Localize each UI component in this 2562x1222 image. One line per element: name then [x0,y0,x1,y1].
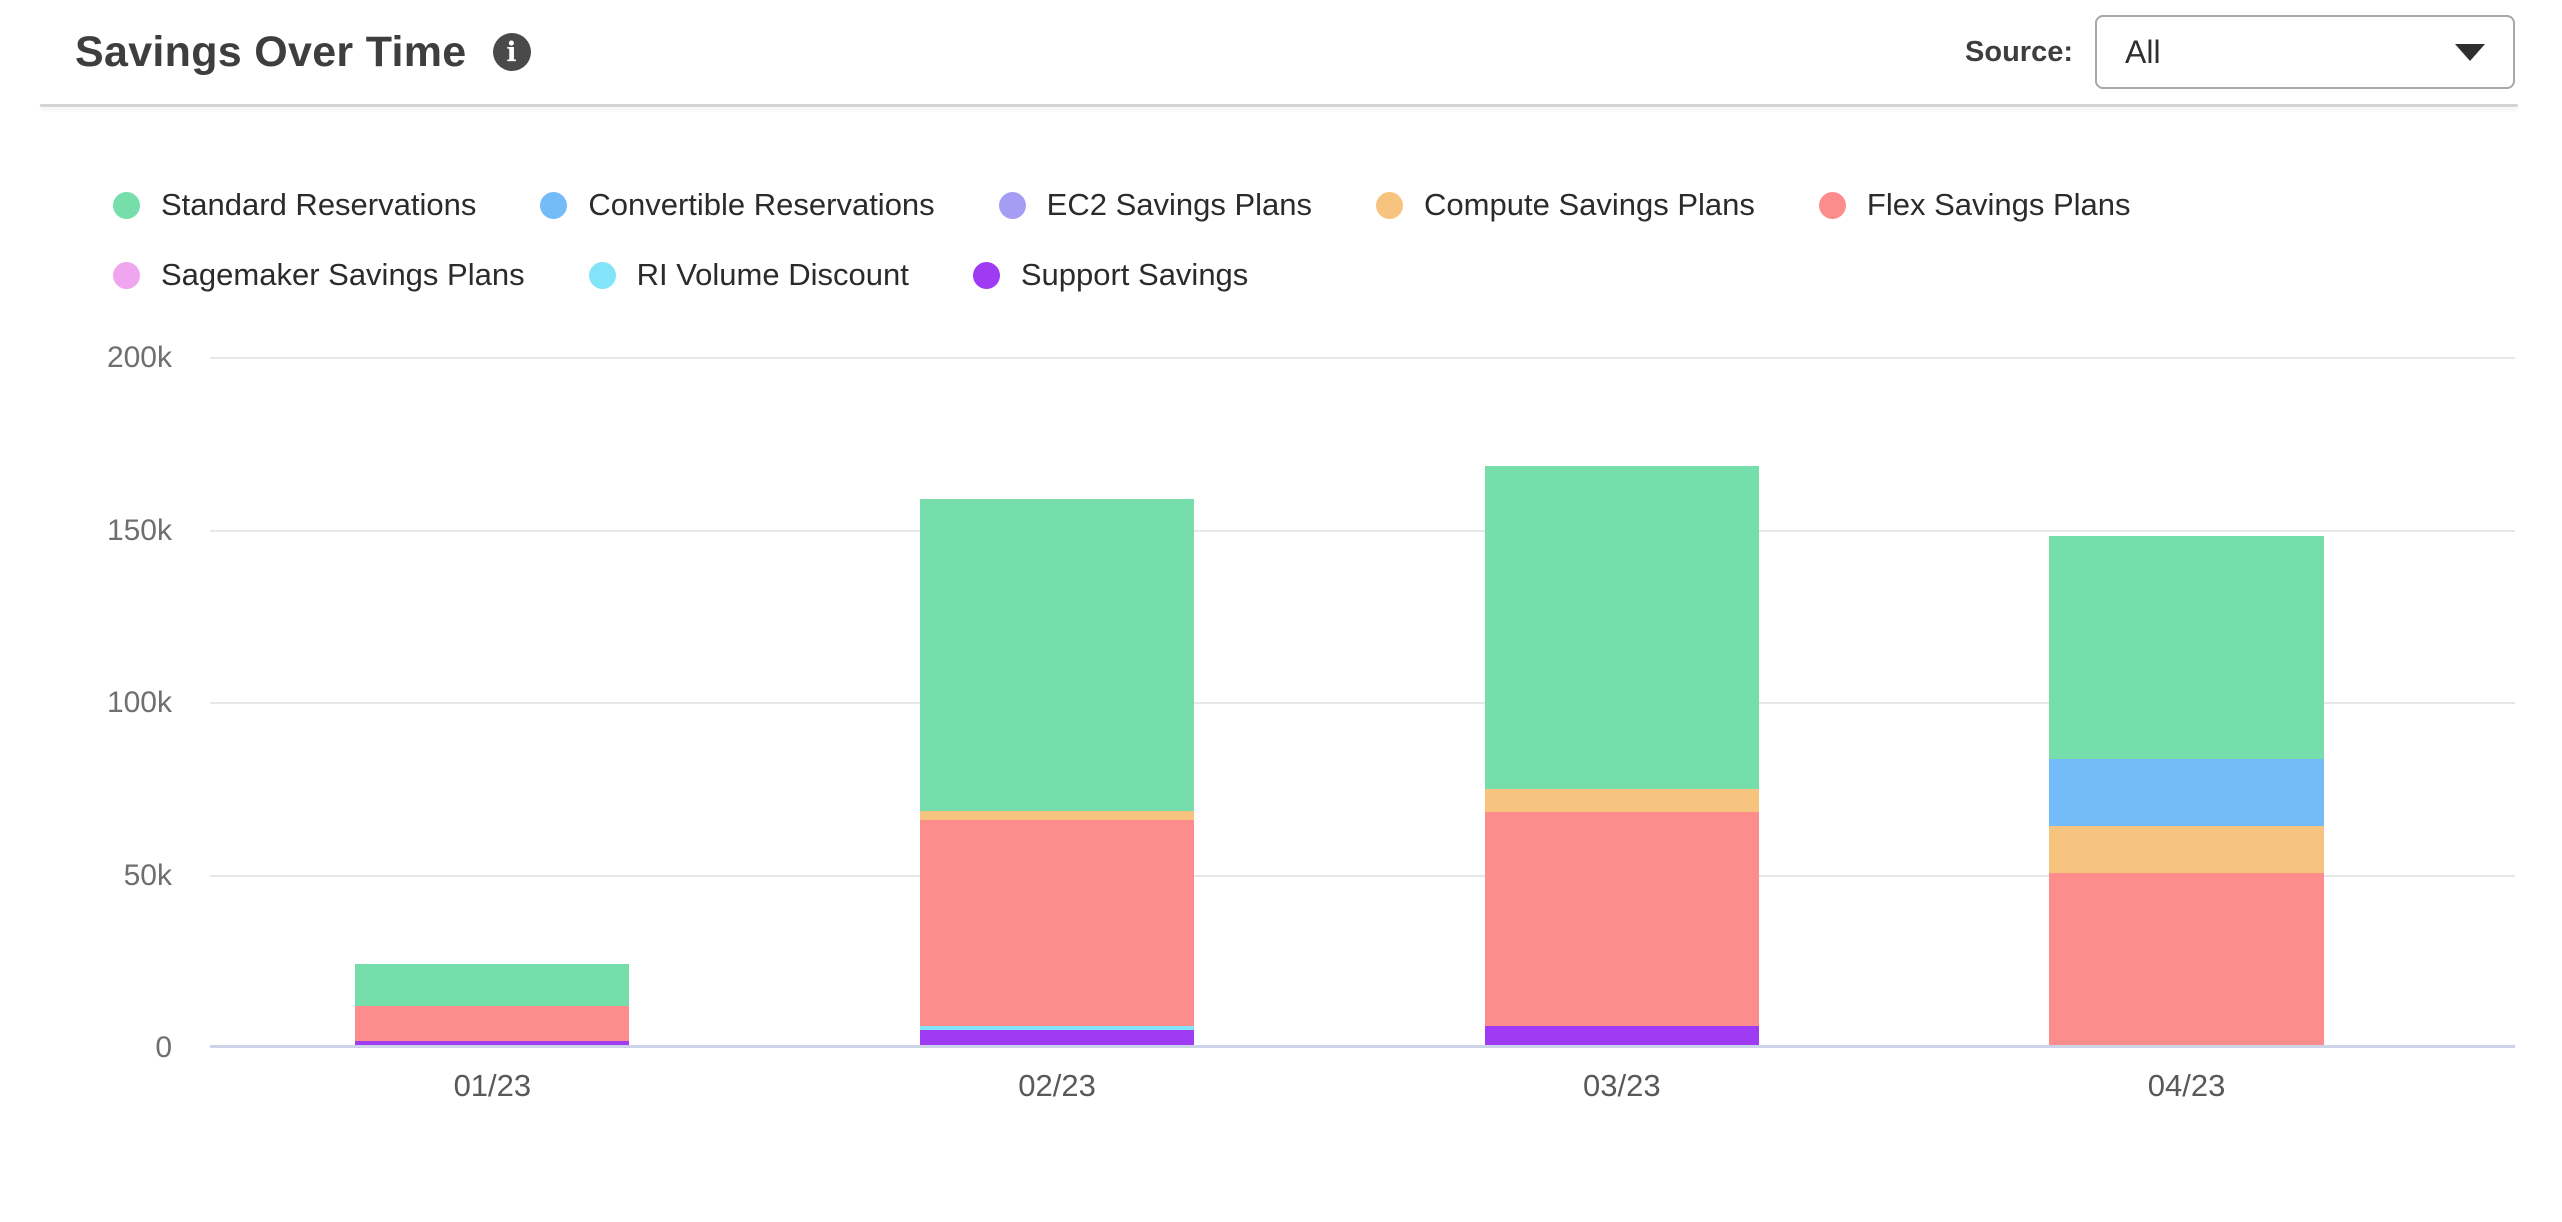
gridline [210,357,2515,359]
bar-segment-compute-savings-plans[interactable] [2049,825,2324,873]
legend-item-standard-reservations[interactable]: Standard Reservations [113,186,476,224]
panel-title-group: Savings Over Time i [75,0,531,104]
x-axis-label: 01/23 [453,1068,532,1103]
legend-label: EC2 Savings Plans [1046,187,1313,222]
bar-segment-convertible-reservations[interactable] [2049,759,2324,826]
bar-02-23[interactable] [919,499,1195,1045]
legend-label: Flex Savings Plans [1866,187,2131,222]
panel-title: Savings Over Time [75,27,467,76]
legend-swatch-icon [1818,191,1846,219]
legend-swatch-icon [113,191,140,219]
source-select[interactable]: All [2095,15,2515,89]
x-axis: 01/23 02/23 03/23 04/23 [210,1068,2515,1112]
bar-segment-compute-savings-plans[interactable] [1484,789,1759,813]
y-axis-label: 0 [155,1031,172,1064]
source-label: Source: [1965,35,2073,68]
source-select-value: All [2125,33,2161,70]
x-axis-label: 04/23 [2147,1068,2226,1103]
bar-segment-standard-reservations[interactable] [2049,536,2324,760]
bar-segment-support-savings[interactable] [1484,1026,1759,1045]
bar-segment-support-savings[interactable] [919,1030,1195,1045]
bar-segment-flex-savings-plans[interactable] [919,820,1195,1027]
legend-label: Standard Reservations [161,187,477,222]
plot-area [210,357,2515,1048]
source-control: Source: All [1965,0,2515,104]
bar-01-23[interactable] [355,963,630,1045]
info-icon[interactable]: i [492,33,531,71]
gridline [210,702,2515,704]
y-axis-label: 50k [123,858,172,892]
bar-segment-ri-volume-discount[interactable] [919,1026,1195,1031]
legend-label: Compute Savings Plans [1424,187,1755,222]
chart-legend: Standard Reservations Convertible Reserva… [113,186,2473,294]
legend-item-compute-savings-plans[interactable]: Compute Savings Plans [1376,186,1755,224]
gridline [210,874,2515,877]
legend-swatch-icon [540,191,568,219]
legend-swatch-icon [972,261,1000,289]
bar-segment-flex-savings-plans[interactable] [1484,812,1759,1027]
x-axis-label: 02/23 [1018,1068,1096,1103]
y-axis-label: 100k [106,686,172,719]
bar-segment-standard-reservations[interactable] [1484,466,1759,790]
legend-swatch-icon [998,191,1026,219]
panel-header: Savings Over Time i Source: All [0,0,2562,107]
bar-segment-flex-savings-plans[interactable] [2049,872,2324,1045]
legend-swatch-icon [1376,191,1404,219]
legend-label: Support Savings [1020,257,1249,292]
bar-segment-support-savings[interactable] [355,1040,630,1045]
bar-segment-standard-reservations[interactable] [355,963,630,1007]
header-divider [40,104,2518,107]
bar-segment-flex-savings-plans[interactable] [355,1006,630,1041]
legend-item-sagemaker-savings-plans[interactable]: Sagemaker Savings Plans [113,256,525,294]
bar-03-23[interactable] [1484,466,1759,1045]
x-axis-line [210,1045,2515,1048]
bar-04-23[interactable] [2049,536,2324,1045]
legend-label: RI Volume Discount [636,257,909,292]
caret-down-icon [2455,43,2485,61]
y-axis-label: 150k [106,513,172,547]
x-axis-label: 03/23 [1583,1068,1661,1103]
legend-item-convertible-reservations[interactable]: Convertible Reservations [540,186,935,224]
legend-item-ri-volume-discount[interactable]: RI Volume Discount [588,256,909,294]
legend-item-support-savings[interactable]: Support Savings [972,256,1249,294]
y-axis-label: 200k [106,341,172,374]
legend-item-ec2-savings-plans[interactable]: EC2 Savings Plans [998,186,1313,224]
legend-item-flex-savings-plans[interactable]: Flex Savings Plans [1818,186,2131,224]
savings-chart: 0 50k 100k 150k 200k 01/23 02/23 03/23 04/23 [0,341,2562,1118]
legend-swatch-icon [113,261,140,289]
y-axis: 0 50k 100k 150k 200k [0,341,172,1064]
legend-label: Convertible Reservations [588,187,935,222]
bar-segment-standard-reservations[interactable] [919,499,1195,812]
gridline [210,529,2515,532]
bar-segment-compute-savings-plans[interactable] [919,811,1195,821]
legend-label: Sagemaker Savings Plans [161,257,525,292]
legend-swatch-icon [588,261,616,289]
